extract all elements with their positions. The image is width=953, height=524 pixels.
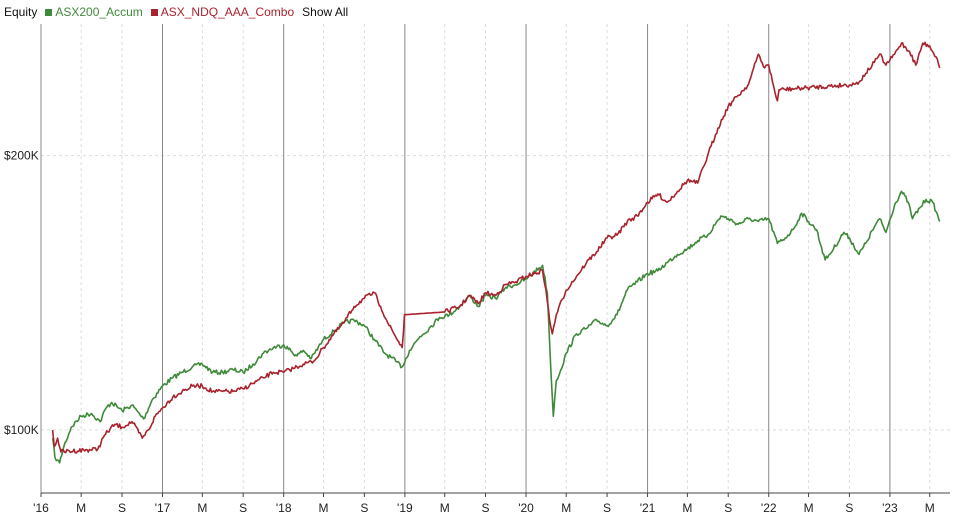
x-tick-label: M <box>561 501 571 515</box>
x-tick-label: S <box>239 501 247 515</box>
y-tick-label: $200K <box>4 149 39 163</box>
legend-swatch-asx-ndq-aaa-combo <box>150 8 158 16</box>
x-tick-label: M <box>925 501 935 515</box>
legend-label-asx200-accum: ASX200_Accum <box>55 5 143 19</box>
y-tick-label: $100K <box>4 423 39 437</box>
show-all-button[interactable]: Show All <box>302 5 349 19</box>
x-tick-label: S <box>118 501 126 515</box>
x-tick-label: S <box>724 501 732 515</box>
series-line-asx200-accum <box>51 190 941 464</box>
x-tick-label: M <box>197 501 207 515</box>
legend-item-asx200-accum[interactable]: ASX200_Accum <box>45 5 143 19</box>
x-tick-label: '17 <box>155 501 171 515</box>
x-tick-label: M <box>440 501 450 515</box>
x-tick-label: '18 <box>276 501 292 515</box>
x-tick-label: S <box>482 501 490 515</box>
chart-legend: Equity ASX200_Accum ASX_NDQ_AAA_Combo Sh… <box>4 4 348 20</box>
x-tick-label: '22 <box>761 501 777 515</box>
x-tick-label: M <box>804 501 814 515</box>
x-tick-label: S <box>845 501 853 515</box>
x-tick-label: S <box>360 501 368 515</box>
x-tick-label: '23 <box>882 501 898 515</box>
x-tick-label: M <box>682 501 692 515</box>
chart-title: Equity <box>4 5 38 19</box>
x-tick-label: M <box>76 501 86 515</box>
x-tick-label: '16 <box>33 501 49 515</box>
x-tick-label: S <box>603 501 611 515</box>
legend-label-asx-ndq-aaa-combo: ASX_NDQ_AAA_Combo <box>160 5 295 19</box>
legend-item-asx-ndq-aaa-combo[interactable]: ASX_NDQ_AAA_Combo <box>150 5 295 19</box>
x-tick-label: '21 <box>640 501 656 515</box>
x-tick-label: M <box>319 501 329 515</box>
series-line-asx-ndq-aaa-combo <box>51 41 941 454</box>
legend-swatch-asx200-accum <box>45 8 53 16</box>
x-tick-label: '20 <box>518 501 534 515</box>
x-tick-label: '19 <box>397 501 413 515</box>
